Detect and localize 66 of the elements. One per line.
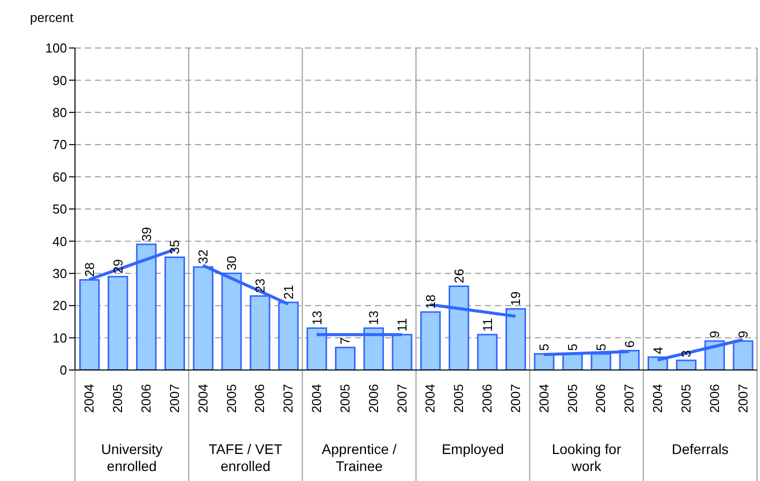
x-tick-label: 2007 bbox=[394, 384, 410, 413]
text: Apprentice / Trainee bbox=[322, 441, 397, 474]
x-tick-label: 2004 bbox=[422, 384, 438, 413]
text: Looking for work bbox=[552, 441, 622, 474]
x-tick-label: 2005 bbox=[224, 384, 239, 413]
y-tick-label: 70 bbox=[52, 137, 67, 152]
y-tick-label: 60 bbox=[52, 169, 67, 184]
x-tick-label: 2005 bbox=[564, 384, 580, 413]
data-label: 23 bbox=[252, 278, 268, 293]
x-tick-label: 2004 bbox=[536, 384, 552, 413]
x-tick-label: 2006 bbox=[366, 384, 381, 413]
text: University enrolled bbox=[101, 441, 163, 474]
x-tick-label: 2006 bbox=[252, 384, 268, 413]
data-label: 19 bbox=[508, 291, 524, 306]
x-tick-label: 2006 bbox=[593, 384, 608, 413]
data-label: 13 bbox=[366, 310, 382, 326]
x-tick-label: 2005 bbox=[451, 384, 466, 413]
data-label: 26 bbox=[451, 268, 466, 284]
x-tick-label: 2007 bbox=[622, 384, 637, 413]
x-tick-label: 2004 bbox=[650, 384, 666, 413]
y-tick-label: 30 bbox=[52, 266, 67, 282]
data-label: 30 bbox=[224, 256, 240, 270]
y-tick-label: 10 bbox=[52, 330, 67, 346]
x-tick-label: 2007 bbox=[166, 384, 182, 413]
x-tick-label: 2006 bbox=[706, 384, 722, 413]
data-label: 4 bbox=[650, 346, 666, 354]
x-tick-label: 2007 bbox=[280, 384, 296, 413]
y-tick-label: 20 bbox=[52, 298, 67, 314]
x-tick-label: 2005 bbox=[678, 384, 694, 413]
data-label: 5 bbox=[594, 344, 608, 351]
x-tick-label: 2005 bbox=[110, 384, 126, 413]
x-tick-label: 2006 bbox=[138, 384, 154, 413]
x-tick-label: 2005 bbox=[337, 384, 352, 413]
x-tick-label: 2004 bbox=[309, 384, 324, 413]
x-tick-label: 2004 bbox=[195, 384, 210, 413]
data-label: 35 bbox=[167, 240, 182, 254]
data-label: 11 bbox=[394, 318, 410, 332]
data-label: 28 bbox=[82, 262, 97, 277]
data-label: 3 bbox=[678, 350, 694, 358]
data-label: 5 bbox=[565, 344, 580, 351]
y-tick-label: 50 bbox=[52, 202, 67, 217]
data-label: 6 bbox=[622, 340, 637, 348]
y-axis-title: percent bbox=[30, 10, 74, 25]
x-tick-label: 2004 bbox=[82, 384, 97, 413]
y-tick-label: 40 bbox=[52, 234, 67, 249]
data-label: 21 bbox=[280, 284, 296, 300]
x-tick-label: 2007 bbox=[735, 384, 750, 413]
data-label: 29 bbox=[110, 259, 126, 274]
data-label: 11 bbox=[480, 318, 495, 332]
text: Employed bbox=[442, 441, 504, 457]
x-tick-label: 2007 bbox=[508, 384, 523, 413]
data-label: 9 bbox=[736, 330, 751, 338]
y-tick-label: 80 bbox=[52, 105, 67, 120]
text: Deferrals bbox=[672, 441, 729, 457]
data-label: 32 bbox=[196, 249, 211, 264]
data-label: 18 bbox=[423, 294, 438, 310]
y-tick-label: 90 bbox=[52, 72, 67, 88]
data-label: 7 bbox=[338, 337, 353, 344]
data-label: 9 bbox=[707, 330, 722, 338]
y-tick-label: 0 bbox=[60, 362, 67, 378]
x-tick-label: 2006 bbox=[480, 384, 495, 413]
data-label: 13 bbox=[309, 310, 324, 326]
text: TAFE / VET enrolled bbox=[208, 441, 283, 474]
data-label: 5 bbox=[536, 344, 552, 351]
y-tick-label: 100 bbox=[45, 40, 67, 56]
data-label: 39 bbox=[138, 226, 154, 242]
